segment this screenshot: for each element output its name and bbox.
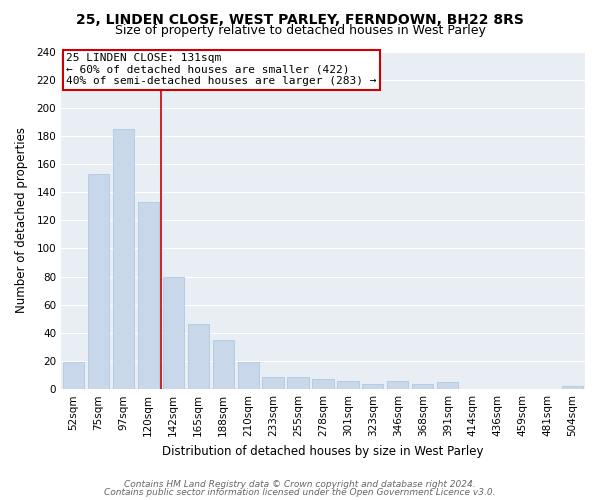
Bar (437, 382, 458, 389)
Bar (238, 362, 259, 389)
Text: Size of property relative to detached houses in West Parley: Size of property relative to detached ho… (115, 24, 485, 37)
Bar (113, 129, 134, 389)
Text: 25, LINDEN CLOSE, WEST PARLEY, FERNDOWN, BH22 8RS: 25, LINDEN CLOSE, WEST PARLEY, FERNDOWN,… (76, 12, 524, 26)
Bar (313, 380, 334, 389)
Bar (337, 380, 359, 389)
Bar (387, 380, 409, 389)
Bar (212, 340, 234, 389)
Text: Contains public sector information licensed under the Open Government Licence v3: Contains public sector information licen… (104, 488, 496, 497)
Bar (562, 386, 583, 389)
Bar (88, 174, 109, 389)
Bar (188, 324, 209, 389)
Text: Contains HM Land Registry data © Crown copyright and database right 2024.: Contains HM Land Registry data © Crown c… (124, 480, 476, 489)
Text: 25 LINDEN CLOSE: 131sqm
← 60% of detached houses are smaller (422)
40% of semi-d: 25 LINDEN CLOSE: 131sqm ← 60% of detache… (66, 53, 377, 86)
Bar (137, 202, 159, 389)
Bar (262, 376, 284, 389)
Bar (287, 376, 308, 389)
X-axis label: Distribution of detached houses by size in West Parley: Distribution of detached houses by size … (162, 444, 484, 458)
Bar (163, 276, 184, 389)
Bar (63, 362, 84, 389)
Bar (412, 384, 433, 389)
Y-axis label: Number of detached properties: Number of detached properties (15, 128, 28, 314)
Bar (362, 384, 383, 389)
